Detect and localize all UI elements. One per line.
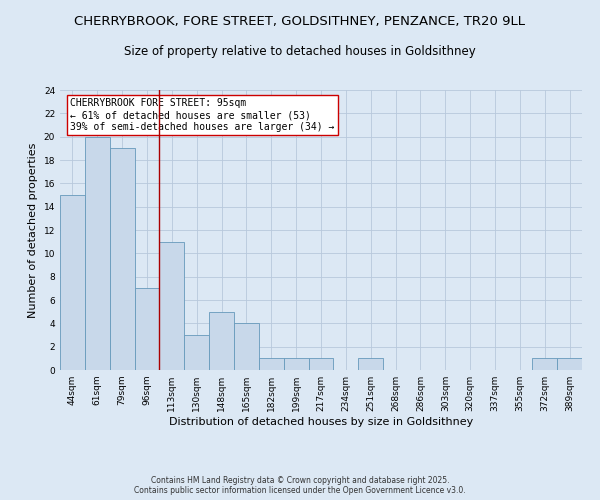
Bar <box>110 148 134 370</box>
Y-axis label: Number of detached properties: Number of detached properties <box>28 142 38 318</box>
Text: Size of property relative to detached houses in Goldsithney: Size of property relative to detached ho… <box>124 45 476 58</box>
Bar <box>234 324 259 370</box>
Bar <box>85 136 110 370</box>
Bar <box>557 358 582 370</box>
Bar <box>209 312 234 370</box>
Bar <box>358 358 383 370</box>
Bar <box>532 358 557 370</box>
Bar <box>60 195 85 370</box>
X-axis label: Distribution of detached houses by size in Goldsithney: Distribution of detached houses by size … <box>169 417 473 427</box>
Bar <box>134 288 160 370</box>
Bar <box>184 335 209 370</box>
Text: CHERRYBROOK, FORE STREET, GOLDSITHNEY, PENZANCE, TR20 9LL: CHERRYBROOK, FORE STREET, GOLDSITHNEY, P… <box>74 15 526 28</box>
Text: CHERRYBROOK FORE STREET: 95sqm
← 61% of detached houses are smaller (53)
39% of : CHERRYBROOK FORE STREET: 95sqm ← 61% of … <box>70 98 335 132</box>
Bar <box>160 242 184 370</box>
Bar <box>308 358 334 370</box>
Bar <box>284 358 308 370</box>
Text: Contains HM Land Registry data © Crown copyright and database right 2025.
Contai: Contains HM Land Registry data © Crown c… <box>134 476 466 495</box>
Bar <box>259 358 284 370</box>
